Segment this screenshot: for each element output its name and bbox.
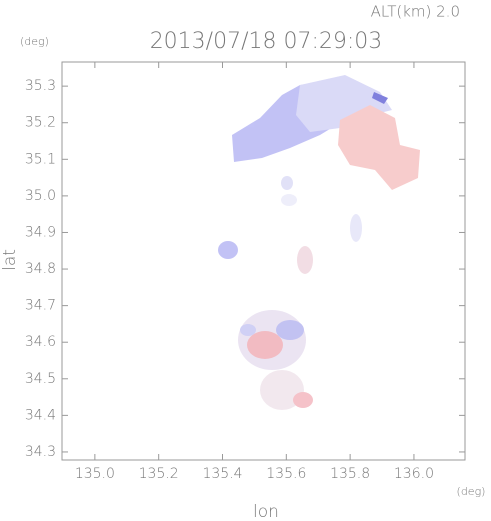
y-tick-label: 35.0: [25, 188, 56, 204]
x-axis-label: lon: [253, 502, 279, 521]
y-tick-label: 34.7: [25, 298, 56, 314]
y-tick-label: 35.3: [25, 78, 56, 94]
y-tick-label: 34.6: [25, 334, 56, 350]
altitude-label: ALT(km) 2.0: [371, 3, 460, 21]
y-tick-label: 35.1: [25, 151, 56, 167]
plot-frame: [61, 61, 466, 461]
x-tick-label: 136.0: [394, 466, 434, 482]
y-axis-label: lat: [0, 249, 20, 271]
radar-echoes: [218, 75, 420, 410]
x-tick-label: 135.8: [330, 466, 370, 482]
y-tick-label: 34.4: [25, 407, 56, 423]
x-tick-label: 135.0: [75, 466, 115, 482]
chart-title: 2013/07/18 07:29:03: [150, 29, 383, 54]
y-tick-label: 34.9: [25, 224, 56, 240]
x-tick-label: 135.4: [202, 466, 242, 482]
y-tick-label: 34.8: [25, 261, 56, 277]
y-tick-label: 34.3: [25, 444, 56, 460]
y-tick-label: 35.2: [25, 115, 56, 131]
x-tick-label: 135.6: [266, 466, 306, 482]
y-tick-label: 34.5: [25, 371, 56, 387]
y-unit: (deg): [20, 35, 49, 48]
x-unit: (deg): [457, 485, 486, 498]
x-tick-label: 135.2: [139, 466, 179, 482]
